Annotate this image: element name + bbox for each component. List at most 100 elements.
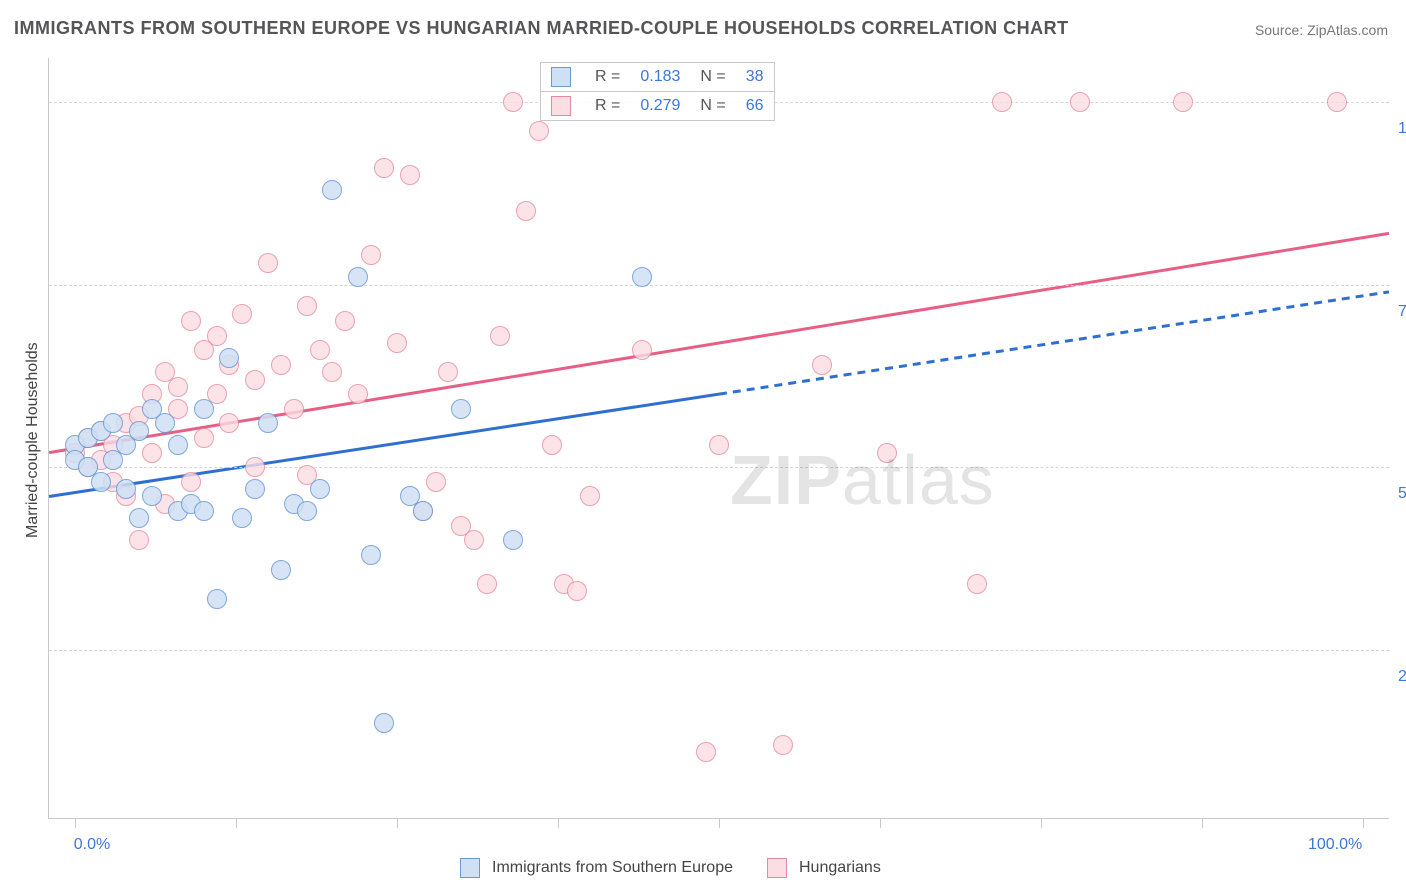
legend-row-blue: R = 0.183 N = 38 [541,63,774,92]
gridline-h [49,650,1389,651]
scatter-point-pink [348,384,368,404]
source-link[interactable]: ZipAtlas.com [1307,22,1388,38]
scatter-point-blue [310,479,330,499]
scatter-point-pink [529,121,549,141]
x-tick-mark [1041,818,1042,828]
scatter-point-blue [116,479,136,499]
legend-swatch-pink [551,96,571,116]
scatter-point-blue [91,472,111,492]
scatter-point-blue [271,560,291,580]
x-tick-mark [397,818,398,828]
legend-swatch-blue [460,858,480,878]
scatter-point-pink [877,443,897,463]
scatter-point-pink [194,428,214,448]
x-tick-mark [236,818,237,828]
legend-n-label: N = [690,92,735,121]
scatter-point-blue [503,530,523,550]
scatter-point-pink [542,435,562,455]
scatter-point-pink [477,574,497,594]
legend-label-blue: Immigrants from Southern Europe [492,859,733,877]
plot-area [48,58,1389,819]
legend-correlation-table: R = 0.183 N = 38 R = 0.279 N = 66 [541,63,774,120]
scatter-point-blue [322,180,342,200]
source-attribution: Source: ZipAtlas.com [1255,22,1388,38]
scatter-point-blue [361,545,381,565]
scatter-point-pink [773,735,793,755]
legend-n-value-pink: 66 [736,92,774,121]
scatter-point-pink [567,581,587,601]
scatter-point-pink [503,92,523,112]
scatter-point-blue [232,508,252,528]
x-tick-label: 100.0% [1308,836,1362,854]
scatter-point-pink [374,158,394,178]
legend-row-pink: R = 0.279 N = 66 [541,92,774,121]
scatter-point-pink [181,472,201,492]
scatter-point-pink [168,377,188,397]
legend-swatch-pink [767,858,787,878]
legend-swatch-cell [541,92,585,121]
scatter-point-pink [207,326,227,346]
scatter-point-pink [967,574,987,594]
scatter-point-pink [232,304,252,324]
legend-item-pink: Hungarians [767,858,881,878]
scatter-point-pink [297,296,317,316]
scatter-point-pink [284,399,304,419]
scatter-point-blue [103,413,123,433]
x-tick-label: 0.0% [74,836,110,854]
gridline-h [49,285,1389,286]
y-axis-label: Married-couple Households [24,342,42,538]
scatter-point-blue [155,413,175,433]
scatter-point-blue [142,486,162,506]
scatter-point-pink [1327,92,1347,112]
scatter-point-blue [219,348,239,368]
legend-label-pink: Hungarians [799,859,881,877]
scatter-point-blue [168,435,188,455]
y-tick-label: 75.0% [1398,303,1406,321]
y-tick-label: 50.0% [1398,485,1406,503]
scatter-point-blue [258,413,278,433]
x-tick-mark [719,818,720,828]
scatter-point-pink [322,362,342,382]
scatter-point-pink [245,370,265,390]
y-axis-label-container: Married-couple Households [10,0,40,892]
scatter-point-pink [696,742,716,762]
scatter-point-pink [632,340,652,360]
scatter-point-pink [464,530,484,550]
legend-r-label: R = [585,63,630,92]
scatter-point-pink [1173,92,1193,112]
y-tick-label: 25.0% [1398,668,1406,686]
scatter-point-pink [387,333,407,353]
source-prefix: Source: [1255,22,1307,38]
legend-r-label: R = [585,92,630,121]
x-tick-mark [1202,818,1203,828]
scatter-point-pink [129,530,149,550]
legend-swatch-blue [551,67,571,87]
scatter-point-pink [1070,92,1090,112]
scatter-point-pink [219,413,239,433]
scatter-point-pink [361,245,381,265]
scatter-point-pink [258,253,278,273]
scatter-point-pink [142,443,162,463]
scatter-point-pink [490,326,510,346]
scatter-point-pink [400,165,420,185]
legend-n-value-blue: 38 [736,63,774,92]
scatter-point-pink [709,435,729,455]
legend-series: Immigrants from Southern Europe Hungaria… [460,858,881,878]
scatter-point-pink [335,311,355,331]
x-tick-mark [1363,818,1364,828]
trend-line [49,233,1389,452]
scatter-point-blue [129,421,149,441]
legend-item-blue: Immigrants from Southern Europe [460,858,733,878]
scatter-point-blue [413,501,433,521]
scatter-point-blue [297,501,317,521]
scatter-point-pink [992,92,1012,112]
scatter-point-blue [194,399,214,419]
scatter-point-pink [516,201,536,221]
scatter-point-pink [426,472,446,492]
scatter-point-pink [438,362,458,382]
scatter-point-blue [374,713,394,733]
scatter-point-pink [812,355,832,375]
scatter-point-pink [271,355,291,375]
scatter-point-pink [580,486,600,506]
x-tick-mark [75,818,76,828]
